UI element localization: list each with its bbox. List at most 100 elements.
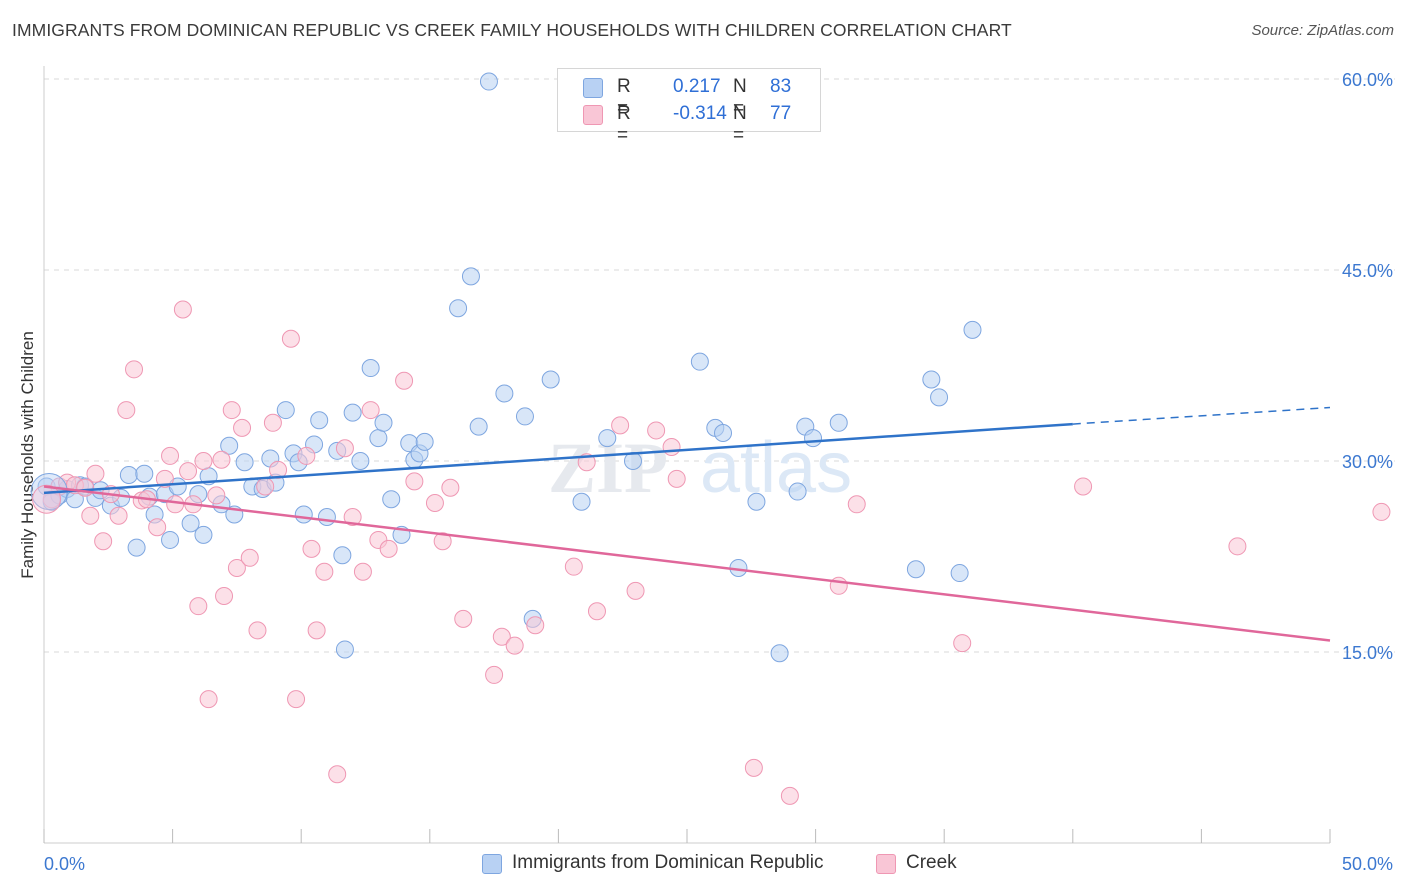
point-creek (395, 371, 414, 390)
point-dominican (343, 403, 362, 422)
point-creek (328, 765, 347, 784)
swatch-dominican (583, 78, 603, 98)
point-dominican (220, 436, 239, 455)
point-dominican (461, 267, 480, 286)
point-dominican (369, 429, 388, 448)
point-dominican (382, 490, 401, 509)
point-dominican (181, 514, 200, 533)
point-creek (662, 437, 681, 456)
point-creek (611, 416, 630, 435)
point-dominican (479, 72, 498, 91)
swatch-creek (583, 105, 603, 125)
point-dominican (495, 384, 514, 403)
r-value: -0.314 (673, 103, 727, 124)
point-creek (256, 477, 275, 496)
point-dominican (310, 411, 329, 430)
point-creek (227, 558, 246, 577)
point-creek (343, 508, 362, 527)
r-label: R = (617, 76, 631, 119)
point-dominican (930, 388, 949, 407)
point-creek (148, 518, 167, 537)
point-cluster-creek (32, 484, 62, 514)
point-creek (222, 401, 241, 420)
y-tick-label: 30.0% (1342, 452, 1393, 472)
point-creek (485, 665, 504, 684)
point-creek (847, 495, 866, 514)
point-creek (379, 539, 398, 558)
point-creek (667, 469, 686, 488)
point-creek (76, 478, 95, 497)
n-value: 83 (770, 76, 792, 97)
point-dominican (351, 452, 370, 470)
point-dominican (598, 429, 617, 448)
point-creek (109, 506, 128, 525)
point-creek (189, 597, 208, 616)
point-creek (287, 690, 306, 709)
source-label: Source: ZipAtlas.com (1251, 22, 1394, 39)
point-creek (194, 452, 213, 470)
point-creek (780, 786, 799, 805)
axes (43, 66, 1331, 844)
y-tick-label: 60.0% (1342, 70, 1393, 90)
point-dominican (161, 530, 180, 549)
point-dominican (135, 464, 154, 483)
point-dominican (747, 492, 766, 511)
point-creek (199, 690, 218, 709)
y-tick-label: 15.0% (1342, 643, 1393, 663)
point-dominican (469, 417, 488, 436)
point-creek (161, 446, 180, 465)
point-dominican (317, 508, 336, 527)
point-creek (302, 539, 321, 558)
point-dominican (572, 492, 591, 511)
legend: Immigrants from Dominican Republic Creek (0, 852, 1406, 878)
point-creek (125, 360, 144, 379)
y-tick-label: 45.0% (1342, 261, 1393, 281)
point-creek (353, 562, 372, 581)
point-creek (207, 486, 226, 505)
n-label: N = (733, 76, 747, 119)
point-creek (297, 446, 316, 465)
point-dominican (963, 320, 982, 339)
point-creek (492, 627, 511, 646)
point-creek (626, 581, 645, 600)
point-creek (454, 609, 473, 628)
point-creek (1074, 477, 1093, 496)
point-creek (526, 616, 545, 635)
point-dominican (415, 432, 434, 451)
n-value: 77 (770, 103, 792, 124)
point-dominican (276, 401, 295, 420)
point-creek (315, 562, 334, 581)
x-tick-label-max: 50.0% (1342, 854, 1393, 874)
point-dominican (449, 299, 468, 318)
legend-swatch-creek (876, 854, 896, 874)
point-creek (335, 439, 354, 458)
point-dominican (690, 352, 709, 371)
legend-swatch-dominican (482, 854, 502, 874)
point-dominican (335, 640, 354, 659)
point-creek (248, 621, 267, 640)
point-creek (81, 506, 100, 525)
trend-line-dominican-extension (1072, 406, 1331, 425)
stats-box: R = 0.217 N = 83 R = -0.314 N = 77 (557, 68, 821, 146)
point-creek (405, 472, 424, 491)
point-creek (233, 418, 252, 437)
point-dominican (127, 538, 146, 557)
point-creek (117, 401, 136, 420)
point-dominican (294, 505, 313, 524)
point-creek (155, 469, 174, 488)
n-label: N = (733, 103, 747, 146)
trend-line-creek (43, 485, 1331, 642)
point-creek (361, 401, 380, 420)
tick-labels: 15.0% 30.0% 45.0% 60.0% 0.0% 50.0% (44, 70, 1393, 874)
point-dominican (541, 370, 560, 389)
point-creek (166, 495, 185, 514)
point-dominican (804, 429, 823, 448)
legend-label-dominican: Immigrants from Dominican Republic (512, 852, 824, 873)
point-creek (953, 634, 972, 653)
point-dominican (361, 359, 380, 378)
point-creek (744, 758, 763, 777)
point-creek (433, 532, 452, 551)
point-creek (441, 478, 460, 497)
r-value: 0.217 (673, 76, 721, 97)
